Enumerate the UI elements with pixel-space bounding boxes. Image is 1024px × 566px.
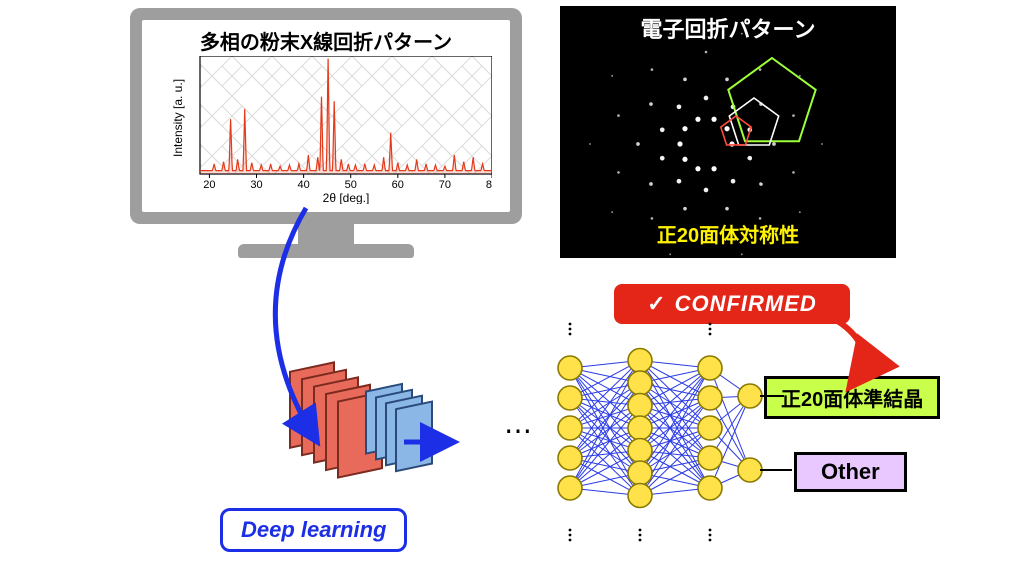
svg-text:80: 80 (486, 179, 492, 191)
monitor-base (238, 244, 414, 258)
xrd-xlabel: 2θ [deg.] (323, 191, 370, 204)
xrd-ylabel: Intensity [a. u.] (172, 79, 185, 157)
monitor-screen: 多相の粉末X線回折パターン Intensity [a. u.] 2θ [deg.… (142, 20, 510, 212)
xrd-plot: Intensity [a. u.] 2θ [deg.] 20 30 40 50 60 70… (172, 56, 492, 204)
svg-text:60: 60 (392, 179, 404, 191)
electron-diffraction-panel: 電子回折パターン 正20面体対称性 (560, 6, 896, 258)
neural-network-diagram: ⋯ (270, 318, 970, 548)
ellipsis-1: ⋯ (504, 415, 532, 446)
svg-text:50: 50 (345, 179, 357, 191)
svg-text:40: 40 (297, 179, 309, 191)
confirmed-label: CONFIRMED (675, 291, 817, 317)
xrd-title: 多相の粉末X線回折パターン (142, 26, 510, 55)
xrd-monitor: 多相の粉末X線回折パターン Intensity [a. u.] 2θ [deg.… (130, 8, 522, 268)
ed-subtitle: 正20面体対称性 (560, 219, 896, 248)
monitor-stand (298, 224, 354, 246)
check-icon: ✓ (647, 291, 666, 317)
svg-text:30: 30 (250, 179, 262, 191)
svg-text:20: 20 (203, 179, 215, 191)
xrd-xticks: 20 30 40 50 60 70 80 (203, 174, 492, 191)
svg-text:70: 70 (439, 179, 451, 191)
